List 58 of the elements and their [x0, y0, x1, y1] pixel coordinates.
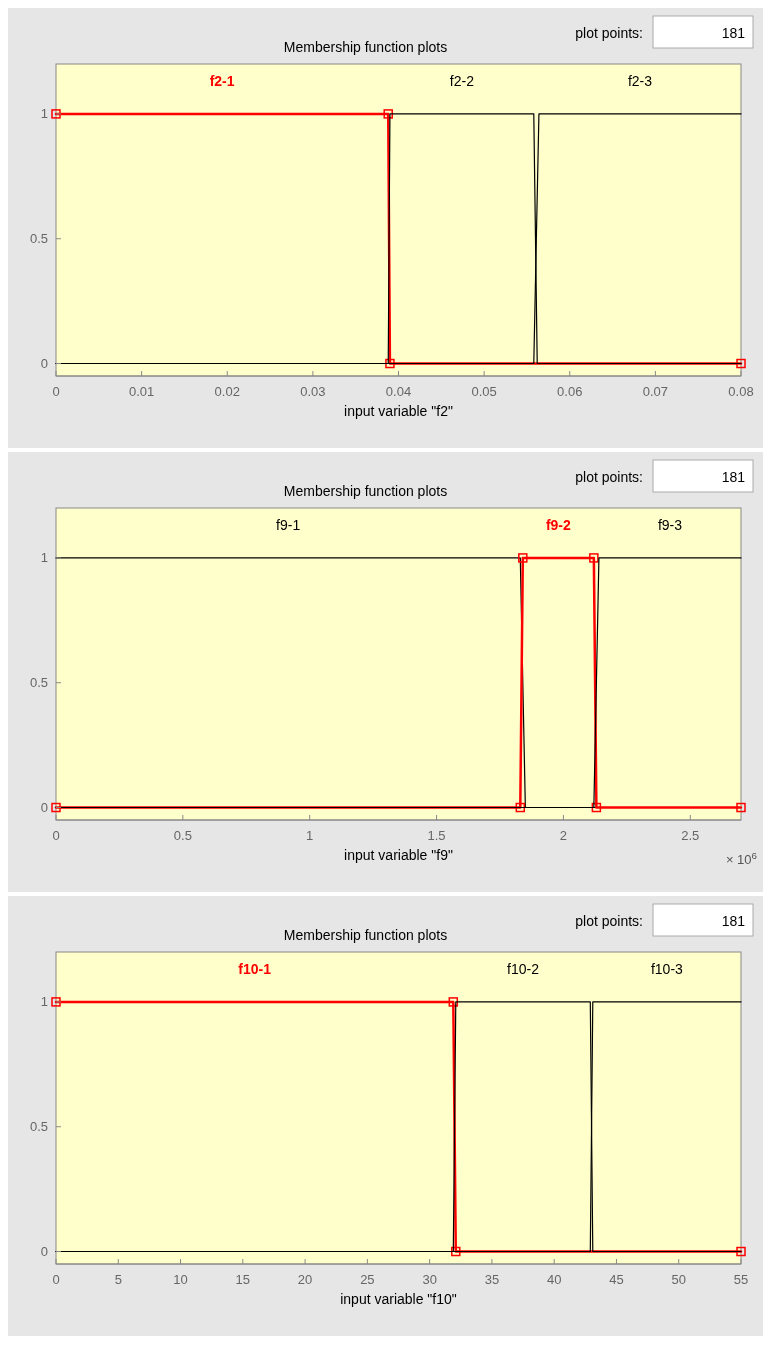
x-tick-label: 40	[546, 1272, 562, 1287]
x-tick-label: 0.5	[173, 828, 192, 843]
series-label: f9-1	[276, 516, 301, 533]
y-tick-label: 0	[40, 800, 48, 816]
x-tick-label: 1	[306, 828, 314, 843]
series-label: f9-2	[545, 516, 571, 533]
x-tick-label: 5	[114, 1272, 122, 1287]
series-label: f9-3	[657, 516, 683, 533]
x-tick-label: 0.04	[385, 384, 412, 399]
text: 181	[721, 913, 746, 929]
text: 181	[721, 25, 746, 41]
x-tick-label: 2.5	[681, 828, 700, 843]
y-tick-label: 1	[40, 994, 48, 1010]
x-tick-label: 55	[733, 1272, 749, 1287]
series-label: f10-1	[238, 960, 272, 977]
text: plot points:	[575, 913, 643, 929]
x-tick-label: 0.08	[728, 384, 754, 399]
x-tick-label: 45	[609, 1272, 624, 1287]
y-tick-label: 1	[40, 106, 48, 122]
x-axis-title: input variable "f9"	[344, 847, 453, 863]
x-tick-label: 30	[422, 1272, 437, 1287]
chart-title: Membership function plots	[283, 927, 448, 943]
text: plot points:	[575, 25, 643, 41]
x-tick-label: 0	[52, 1272, 60, 1287]
x-tick-label: 10	[173, 1272, 188, 1287]
x-tick-label: 2	[559, 828, 568, 843]
x-tick-label: 35	[484, 1272, 500, 1287]
text: 181	[721, 469, 746, 485]
x-tick-label: 0	[52, 828, 60, 843]
y-tick-label: 0.5	[29, 231, 48, 247]
chart-title: Membership function plots	[283, 39, 448, 55]
series-label: f10-3	[650, 960, 684, 977]
x-tick-label: 25	[360, 1272, 375, 1287]
y-tick-label: 0.5	[29, 675, 48, 691]
x-axis-title: input variable "f10"	[340, 1291, 457, 1307]
x-tick-label: 20	[297, 1272, 313, 1287]
text: plot points:	[575, 469, 643, 485]
x-tick-label: 0.03	[300, 384, 326, 399]
x-tick-label: 0.01	[128, 384, 155, 399]
y-tick-label: 0	[40, 1244, 48, 1260]
x-tick-label: 0.05	[471, 384, 497, 399]
chart-title: Membership function plots	[283, 483, 448, 499]
x-tick-label: 0.07	[642, 384, 669, 399]
x-tick-label: 1.5	[427, 828, 446, 843]
series-label: f2-2	[449, 72, 475, 89]
x-axis-title: input variable "f2"	[344, 403, 453, 419]
text: × 10$^{6}$	[725, 849, 757, 867]
y-tick-label: 0	[40, 356, 48, 372]
x-tick-label: 50	[671, 1272, 686, 1287]
x-tick-label: 0.06	[557, 384, 583, 399]
series-label: f2-1	[209, 72, 235, 89]
y-tick-label: 0.5	[29, 1119, 48, 1135]
series-label: f2-3	[627, 72, 653, 89]
x-tick-label: 0	[52, 384, 60, 399]
x-tick-label: 15	[235, 1272, 251, 1287]
y-tick-label: 1	[40, 550, 48, 566]
x-tick-label: 0.02	[214, 384, 240, 399]
series-label: f10-2	[507, 960, 540, 977]
